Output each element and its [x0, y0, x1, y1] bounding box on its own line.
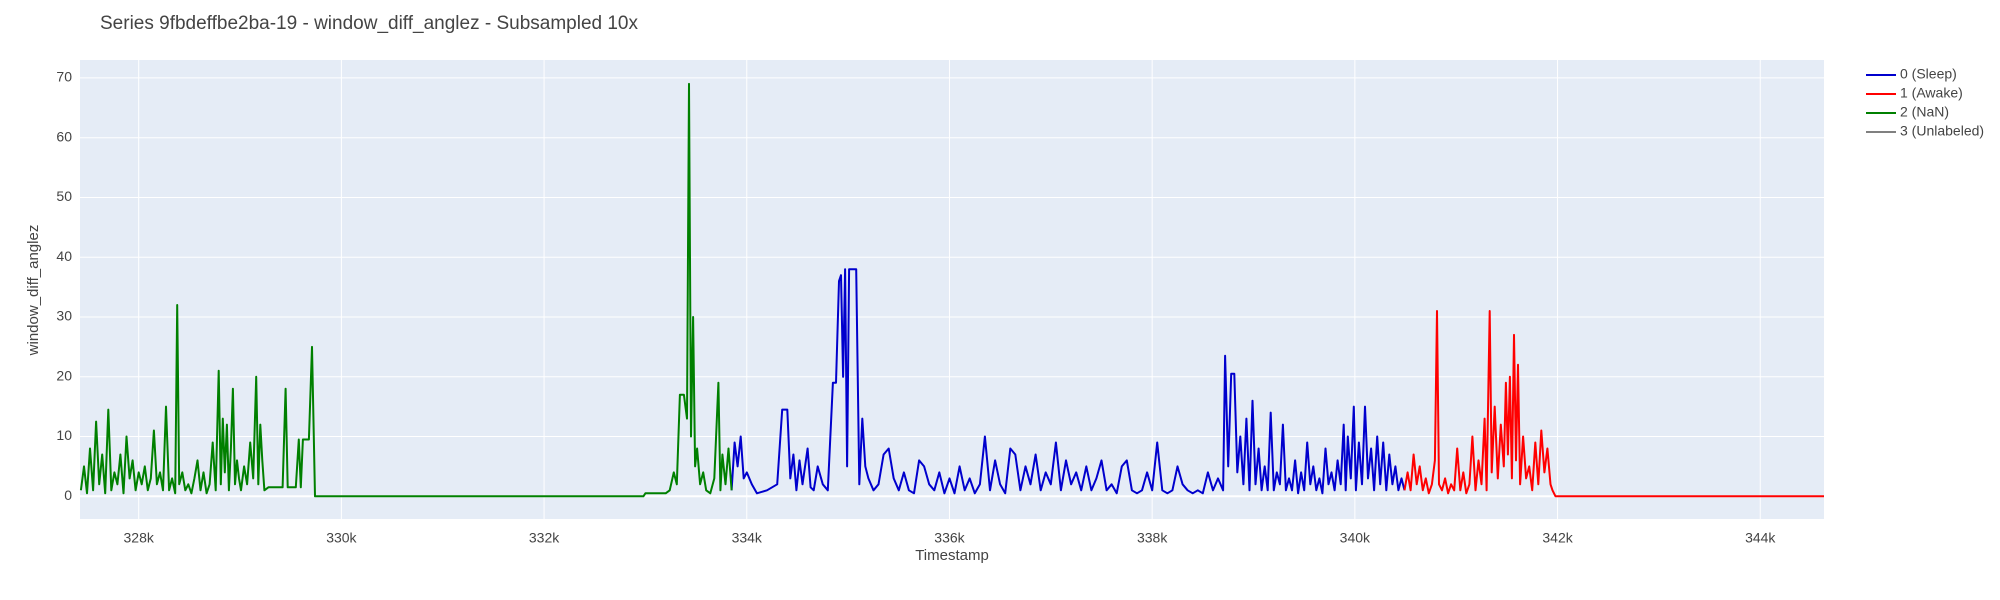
y-tick-label: 60 — [56, 128, 72, 144]
x-axis-title: Timestamp — [915, 547, 989, 564]
x-tick-label: 336k — [934, 530, 965, 546]
plot-background — [80, 60, 1824, 519]
x-tick-label: 330k — [326, 530, 357, 546]
x-tick-label: 342k — [1542, 530, 1573, 546]
y-tick-label: 40 — [56, 248, 72, 264]
x-tick-label: 344k — [1745, 530, 1776, 546]
series-line — [79, 82, 733, 498]
x-tick-label: 334k — [732, 530, 763, 546]
legend-label: 2 (NaN) — [1900, 104, 1949, 120]
x-tick-label: 328k — [124, 530, 155, 546]
series-line — [730, 268, 1406, 495]
legend-label: 0 (Sleep) — [1900, 66, 1957, 82]
y-tick-label: 70 — [56, 69, 72, 85]
x-tick-label: 332k — [529, 530, 560, 546]
x-tick-label: 340k — [1340, 530, 1371, 546]
x-tick-label: 338k — [1137, 530, 1168, 546]
y-tick-label: 20 — [56, 367, 72, 383]
y-tick-label: 10 — [56, 427, 72, 443]
legend-label: 1 (Awake) — [1900, 85, 1963, 101]
y-axis-title: window_diff_anglez — [25, 225, 42, 357]
chart-title: Series 9fbdeffbe2ba-19 - window_diff_ang… — [100, 13, 638, 34]
y-tick-label: 30 — [56, 308, 72, 324]
series-line — [1403, 310, 1824, 498]
y-tick-label: 50 — [56, 188, 72, 204]
y-tick-label: 0 — [64, 487, 72, 503]
legend-label: 3 (Unlabeled) — [1900, 123, 1984, 139]
